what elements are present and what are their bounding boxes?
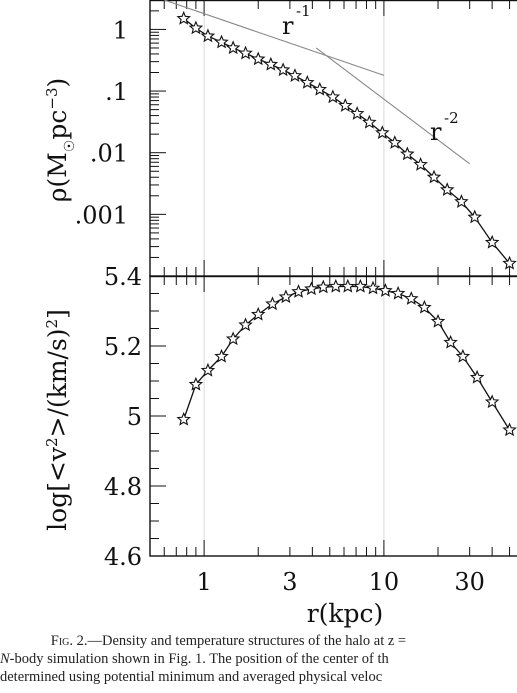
density-star-point — [287, 68, 303, 82]
data-markers — [176, 10, 517, 437]
dispersion-star-point — [214, 348, 229, 363]
density-star-point — [300, 74, 315, 89]
bottom-ytick-label: 5.2 — [104, 333, 142, 361]
top-ytick-label: .001 — [75, 201, 128, 229]
power-law-guides — [164, 0, 471, 165]
caption-fig-label: Fig. 2. — [50, 633, 88, 649]
density-star-point — [439, 182, 455, 197]
density-star-point — [387, 135, 403, 149]
guide-line-r-2 — [315, 47, 471, 165]
xtick-label: 10 — [369, 568, 400, 596]
dispersion-star-point — [304, 281, 319, 296]
density-star-point — [200, 28, 216, 43]
data-curves — [183, 18, 511, 431]
top-ytick-label: .01 — [90, 140, 128, 168]
density-star-point — [484, 234, 500, 249]
annotation-r-1: r -1 — [282, 2, 311, 40]
dispersion-star-point — [484, 394, 500, 409]
density-star-point — [250, 51, 266, 66]
density-star-point — [413, 157, 428, 171]
top-ylabel: ρ(M☉pc−3) — [43, 78, 78, 203]
caption-line-2: N-body simulation shown in Fig. 1. The p… — [0, 650, 517, 668]
density-star-point — [225, 40, 241, 55]
dispersion-star-point — [200, 362, 216, 377]
bottom-ytick-label: 4.6 — [104, 543, 142, 571]
xtick-label: 3 — [282, 568, 297, 596]
tick-labels: 1 .1 .01 .001 5.4 5.2 5 4.8 4.6 1 3 10 30 — [75, 16, 485, 596]
density-star-point — [176, 10, 191, 25]
dispersion-star-point — [340, 278, 356, 293]
dispersion-star-point — [469, 369, 485, 384]
guide-line-r-1 — [164, 0, 385, 76]
density-star-point — [400, 146, 415, 161]
density-star-point — [426, 169, 442, 184]
caption-line-2-text: -body simulation shown in Fig. 1. The po… — [9, 651, 389, 667]
dispersion-star-point — [291, 284, 306, 298]
caption-line-3: determined using potential minimum and a… — [0, 668, 517, 686]
density-star-point — [362, 114, 377, 129]
dispersion-star-point — [238, 317, 253, 332]
bottom-ytick-label: 5 — [127, 403, 142, 431]
caption-line-3-text: determined using potential minimum and a… — [0, 669, 383, 685]
dispersion-star-point — [316, 279, 331, 294]
density-star-point — [214, 34, 229, 49]
bottom-ytick-label: 4.8 — [104, 473, 142, 501]
dispersion-star-point — [378, 283, 393, 297]
density-star-point — [502, 255, 517, 270]
density-star-point — [263, 56, 279, 71]
bottom-ytick-label: 5.4 — [104, 263, 142, 291]
xtick-label: 30 — [454, 568, 485, 596]
top-panel-frame — [149, 0, 517, 278]
dispersion-star-point — [390, 285, 406, 300]
dispersion-star-point — [176, 411, 191, 426]
bottom-ylabel: log[<v2>/(km/s)2] — [43, 309, 72, 531]
dispersion-star-point — [443, 334, 458, 349]
dispersion-star-point — [328, 278, 344, 293]
caption-line-1-text: —Density and temperature structures of t… — [87, 633, 407, 649]
density-star-point — [375, 125, 390, 140]
xtick-label: 1 — [196, 568, 211, 596]
dispersion-star-point — [455, 348, 471, 363]
dispersion-star-point — [430, 313, 446, 328]
svg-text:r: r — [282, 12, 294, 40]
dispersion-star-point — [250, 306, 266, 321]
x-axis-title: r(kpc) — [307, 599, 384, 628]
top-ytick-label: .1 — [105, 78, 128, 106]
dispersion-star-point — [188, 376, 204, 391]
density-star-point — [238, 45, 253, 60]
figure-caption: Fig. 2.—Density and temperature structur… — [0, 632, 517, 693]
density-star-point — [338, 98, 353, 112]
svg-text:-2: -2 — [444, 109, 459, 127]
dispersion-star-point — [502, 422, 517, 437]
dispersion-star-point — [278, 289, 294, 304]
dispersion-star-point — [225, 331, 241, 346]
dispersion-star-point — [265, 296, 280, 311]
caption-line-1: Fig. 2.—Density and temperature structur… — [0, 632, 517, 650]
dispersion-star-point — [404, 291, 419, 305]
dispersion-star-point — [365, 280, 381, 295]
density-star-point — [349, 106, 365, 120]
density-star-point — [275, 62, 291, 77]
density-star-point — [312, 81, 328, 96]
svg-text:-1: -1 — [296, 2, 311, 20]
caption-n-italic: N — [0, 651, 10, 667]
density-curve — [183, 18, 511, 264]
dispersion-star-point — [417, 299, 432, 314]
grid-layer — [203, 0, 385, 556]
density-star-point — [325, 89, 341, 104]
density-star-point — [467, 209, 482, 224]
svg-text:r: r — [430, 118, 442, 146]
panel-frames — [149, 0, 517, 557]
dispersion-star-point — [353, 278, 368, 293]
density-star-point — [188, 20, 204, 35]
annotation-r-2: r -2 — [430, 109, 459, 146]
bottom-panel-frame — [149, 275, 517, 557]
density-star-point — [454, 194, 469, 208]
top-ytick-label: 1 — [113, 16, 128, 44]
